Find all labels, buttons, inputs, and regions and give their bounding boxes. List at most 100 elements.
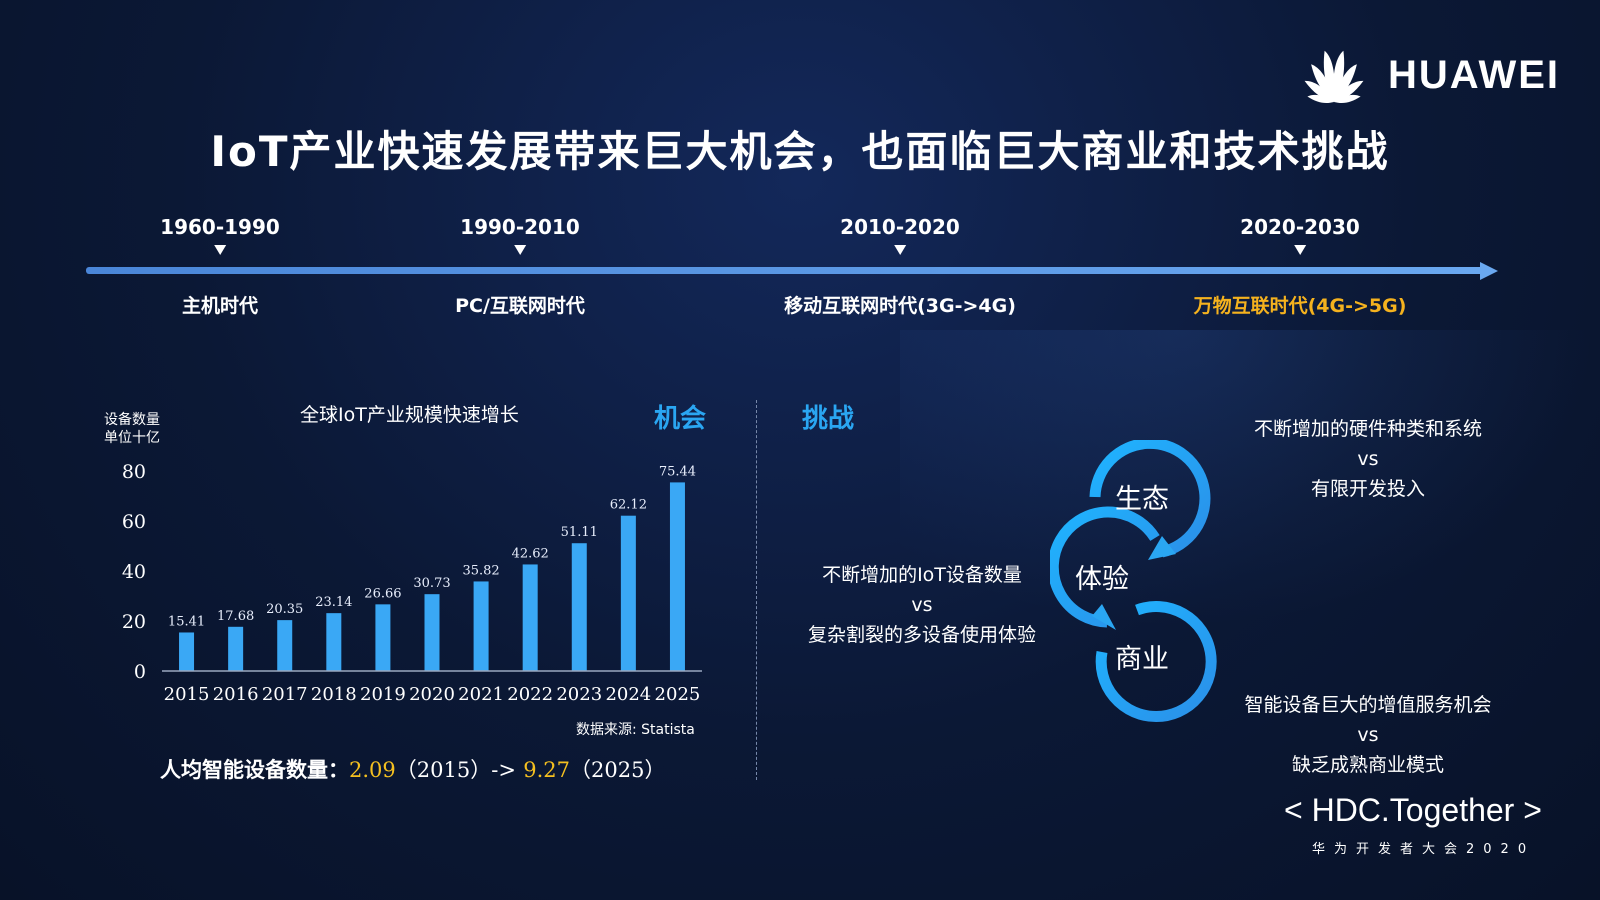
- event-name: < HDC.Together >: [1284, 792, 1542, 828]
- triangle-down-icon: [213, 245, 226, 255]
- data-source: 数据来源: Statista: [576, 722, 695, 738]
- per-capita-stat: 人均智能设备数量：2.09（2015）-> 9.27（2025）: [160, 754, 665, 784]
- x-tick-label: 2017: [262, 684, 308, 705]
- challenge-bottom: 复杂割裂的多设备使用体验: [807, 624, 1037, 646]
- x-tick-label: 2019: [360, 684, 406, 705]
- per-capita-from-year: （2015）: [395, 758, 492, 782]
- triangle-down-icon: [513, 245, 526, 255]
- y-tick-label: 40: [122, 561, 146, 583]
- challenge-cycle-diagram: 生态 体验 商业: [1050, 440, 1217, 723]
- era-mainframe: 1960-1990 主机时代: [160, 215, 280, 317]
- y-tick-label: 60: [122, 511, 146, 533]
- event-subtitle: 华为开发者大会2020: [1312, 842, 1536, 857]
- ring-ecosystem: [1089, 440, 1211, 558]
- per-capita-from-value: 2.09: [349, 758, 396, 782]
- cycle-label-ecosystem: 生态: [1115, 484, 1169, 515]
- per-capita-to-value: 9.27: [523, 758, 570, 782]
- bar-2020: [424, 594, 440, 671]
- triangle-down-icon: [893, 245, 906, 255]
- era-years: 2010-2020: [840, 215, 960, 239]
- x-tick-label: 2021: [458, 684, 504, 705]
- era-years: 1960-1990: [160, 215, 280, 239]
- opportunity-label: 机会: [654, 404, 707, 434]
- era-mobile-internet: 2010-2020 移动互联网时代(3G->4G): [784, 215, 1016, 317]
- x-tick-label: 2023: [556, 684, 602, 705]
- challenge-bottom: 有限开发投入: [1310, 478, 1426, 500]
- challenge-vs: vs: [911, 594, 933, 616]
- bar-value-label: 30.73: [413, 576, 450, 591]
- bar-2021: [473, 581, 489, 671]
- era-name: PC/互联网时代: [455, 295, 585, 317]
- bar-value-label: 17.68: [217, 609, 254, 624]
- challenge-top: 智能设备巨大的增值服务机会: [1244, 694, 1492, 716]
- chart-unit: 设备数量 单位十亿: [104, 411, 160, 447]
- chart-title: 全球IoT产业规模快速增长: [300, 404, 519, 426]
- challenge-item-ecosystem: 不断增加的硬件种类和系统 vs 有限开发投入: [1254, 414, 1482, 504]
- challenge-item-experience: 不断增加的IoT设备数量 vs 复杂割裂的多设备使用体验: [808, 560, 1036, 650]
- era-years: 2020-2030: [1240, 215, 1360, 239]
- challenge-vs: vs: [1357, 448, 1379, 470]
- bar-2025: [669, 482, 685, 671]
- background-glow: [900, 330, 1600, 630]
- x-tick-label: 2018: [311, 684, 357, 705]
- challenge-label: 挑战: [802, 404, 855, 434]
- challenge-top: 不断增加的硬件种类和系统: [1253, 418, 1483, 440]
- bar-value-label: 26.66: [364, 586, 401, 601]
- page-title: IoT产业快速发展带来巨大机会，也面临巨大商业和技术挑战: [210, 127, 1390, 176]
- timeline-axis: [86, 267, 1486, 274]
- bar-value-label: 42.62: [512, 546, 549, 561]
- x-tick-label: 2015: [164, 684, 210, 705]
- era-timeline: 1960-1990 主机时代 1990-2010 PC/互联网时代 2010-2…: [0, 215, 1600, 325]
- bar-2015: [179, 632, 195, 671]
- x-tick-label: 2022: [507, 684, 553, 705]
- bar-value-label: 51.11: [561, 525, 598, 540]
- bar-2019: [375, 604, 391, 671]
- bar-2023: [571, 543, 587, 671]
- iot-device-bar-chart: 0 20 40 60 80 15.41 17.68 20.35 23.14 26.66 30.73…: [122, 461, 702, 705]
- era-pc-internet: 1990-2010 PC/互联网时代: [455, 215, 585, 317]
- bar-value-label: 15.41: [168, 614, 205, 629]
- bar-2016: [228, 626, 244, 671]
- era-name: 移动互联网时代(3G->4G): [784, 295, 1016, 317]
- y-tick-label: 20: [122, 611, 146, 633]
- arrow-head-icon: [1092, 604, 1116, 630]
- bar-value-label: 62.12: [610, 498, 647, 513]
- challenge-top: 不断增加的IoT设备数量: [822, 564, 1022, 586]
- cycle-label-business: 商业: [1115, 644, 1169, 675]
- section-divider: [756, 400, 757, 780]
- arrow-head-icon: [1148, 536, 1176, 560]
- era-years: 1990-2010: [460, 215, 580, 239]
- bar-2024: [620, 515, 636, 671]
- bar-value-label: 20.35: [266, 602, 303, 617]
- x-tick-label: 2025: [655, 684, 701, 705]
- cycle-label-experience: 体验: [1075, 564, 1129, 595]
- era-name: 万物互联时代(4G->5G): [1193, 295, 1407, 317]
- unit-line-2: 单位十亿: [104, 430, 160, 446]
- bar-value-label: 75.44: [659, 464, 696, 479]
- bar-2018: [326, 613, 342, 671]
- per-capita-arrow: ->: [491, 758, 516, 782]
- unit-line-1: 设备数量: [104, 412, 160, 428]
- per-capita-to-year: （2025）: [570, 758, 666, 782]
- challenge-bottom: 缺乏成熟商业模式: [1291, 754, 1445, 776]
- bar-2022: [522, 564, 538, 671]
- triangle-down-icon: [1293, 245, 1306, 255]
- bar-value-label: 35.82: [462, 563, 499, 578]
- era-name: 主机时代: [181, 295, 258, 317]
- x-tick-label: 2020: [409, 684, 455, 705]
- huawei-brand: HUAWEI: [1294, 44, 1560, 106]
- ring-experience: [1050, 506, 1160, 628]
- x-tick-label: 2016: [213, 684, 259, 705]
- ring-business: [1095, 601, 1217, 723]
- y-tick-label: 80: [122, 461, 146, 483]
- bar-2017: [277, 620, 293, 671]
- timeline-arrow-icon: [1480, 262, 1498, 280]
- era-iot: 2020-2030 万物互联时代(4G->5G): [1194, 215, 1407, 317]
- per-capita-label: 人均智能设备数量：: [160, 758, 349, 782]
- x-tick-label: 2024: [605, 684, 651, 705]
- huawei-wordmark: HUAWEI: [1388, 52, 1560, 97]
- challenge-vs: vs: [1357, 724, 1379, 746]
- challenge-item-business: 智能设备巨大的增值服务机会 vs 缺乏成熟商业模式: [1244, 690, 1491, 780]
- y-tick-label: 0: [134, 661, 146, 683]
